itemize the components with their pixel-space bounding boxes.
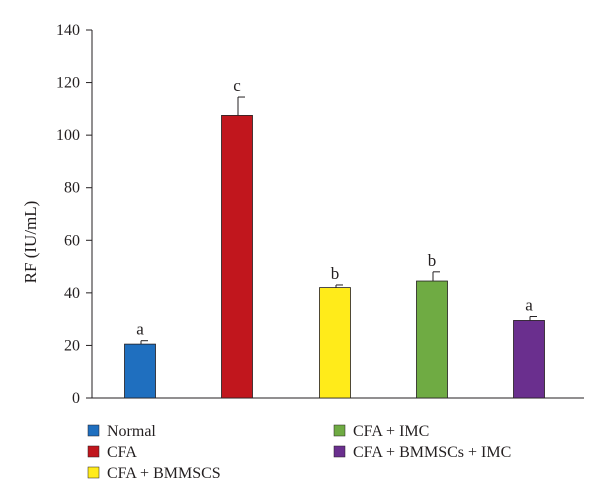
bar-5 xyxy=(513,320,545,399)
y-tick-label: 100 xyxy=(56,127,80,144)
legend-label-2: CFA xyxy=(107,444,137,461)
legend-label-3: CFA + BMMSCS xyxy=(107,465,221,482)
significance-label-5: a xyxy=(525,296,533,315)
y-tick-label: 20 xyxy=(64,337,80,354)
significance-label-3: b xyxy=(331,264,340,283)
bar-4 xyxy=(416,280,448,399)
y-axis-ticks: 0 20 40 60 80 100 120 140 xyxy=(56,22,92,407)
bars: a c b b a xyxy=(124,76,545,399)
legend-swatch-1 xyxy=(87,424,100,437)
y-tick-label: 40 xyxy=(64,285,80,302)
legend-swatch-2 xyxy=(87,445,100,458)
legend-label-4: CFA + IMC xyxy=(353,423,429,440)
bar-1 xyxy=(124,343,156,399)
bar-3 xyxy=(319,287,351,399)
y-axis-label: RF (IU/mL) xyxy=(21,201,40,284)
y-tick-label: 60 xyxy=(64,232,80,249)
y-tick-label: 120 xyxy=(56,75,80,92)
legend: Normal CFA CFA + BMMSCS CFA + IMC CFA + BMMS… xyxy=(87,423,511,482)
y-tick-label: 140 xyxy=(56,22,80,39)
legend-swatch-4 xyxy=(333,424,346,437)
legend-label-1: Normal xyxy=(107,423,156,440)
significance-label-2: c xyxy=(233,76,241,95)
y-tick-label: 0 xyxy=(72,390,80,407)
significance-label-4: b xyxy=(428,251,437,270)
y-tick-label: 80 xyxy=(64,180,80,197)
significance-label-1: a xyxy=(136,320,144,339)
legend-swatch-3 xyxy=(87,466,100,479)
bar-2 xyxy=(221,115,253,399)
legend-swatch-5 xyxy=(333,445,346,458)
legend-label-5: CFA + BMMSCs + IMC xyxy=(353,444,511,461)
